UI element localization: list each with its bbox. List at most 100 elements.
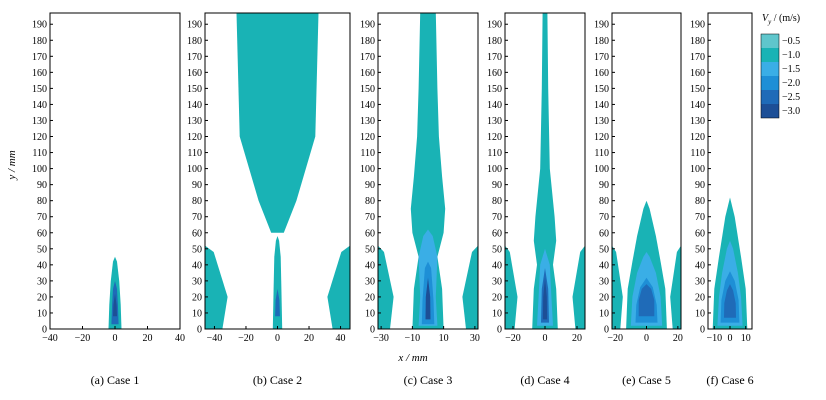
y-tick-label: 160 — [487, 68, 502, 79]
y-tick-label: 180 — [487, 36, 502, 47]
panel-caption: (b) Case 2 — [253, 373, 302, 387]
y-tick-label: 70 — [365, 212, 375, 223]
y-tick-label: 190 — [594, 20, 609, 31]
y-tick-label: 100 — [187, 164, 202, 175]
colorbar-subscript: y — [767, 18, 772, 26]
y-tick-label: 100 — [487, 164, 502, 175]
y-tick-label: 160 — [360, 68, 375, 79]
panel-caption: (f) Case 6 — [706, 373, 753, 387]
x-tick-label: 10 — [439, 333, 449, 344]
y-tick-label: 180 — [32, 36, 47, 47]
y-tick-label: 60 — [695, 228, 705, 239]
colorbar-tick-label: −0.5 — [782, 36, 800, 47]
y-tick-label: 10 — [695, 308, 705, 319]
contour-level-5 — [113, 293, 117, 317]
x-tick-label: −10 — [405, 333, 421, 344]
contour-level-5 — [542, 277, 548, 320]
y-tick-label: 150 — [690, 84, 705, 95]
contour-fills — [612, 200, 681, 329]
y-tick-label: 110 — [690, 148, 705, 159]
y-tick-label: 120 — [690, 132, 705, 143]
x-tick-label: 10 — [741, 333, 751, 344]
y-tick-label: 100 — [690, 164, 705, 175]
y-tick-label: 150 — [32, 84, 47, 95]
y-tick-label: 130 — [594, 116, 609, 127]
y-tick-label: 80 — [695, 196, 705, 207]
y-tick-label: 140 — [32, 100, 47, 111]
y-tick-label: 30 — [599, 276, 609, 287]
y-tick-label: 180 — [690, 36, 705, 47]
y-tick-label: 170 — [690, 52, 705, 63]
y-tick-label: 150 — [487, 84, 502, 95]
y-tick-label: 100 — [594, 164, 609, 175]
y-tick-label: 120 — [594, 132, 609, 143]
panel-6: 0102030405060708090100110120130140150160… — [690, 12, 754, 387]
panel-3: 0 10 20 30 40 50 60 70 80 90 100 110 120 130 140 150 160… — [360, 12, 480, 387]
wall-jet-right — [670, 245, 681, 329]
y-tick-label: 40 — [37, 260, 47, 271]
x-tick-label: −20 — [75, 333, 91, 344]
upper-plume — [236, 13, 319, 233]
colorbar-tick-label: −1.5 — [782, 64, 800, 75]
contour-fills — [505, 13, 585, 329]
y-tick-label: 150 — [187, 84, 202, 95]
y-tick-label: 40 — [365, 260, 375, 271]
panel-caption: (a) Case 1 — [91, 373, 140, 387]
x-tick-label: 0 — [728, 333, 733, 344]
y-tick-label: 80 — [492, 196, 502, 207]
colorbar-swatch — [761, 90, 779, 104]
contour-level-1 — [272, 236, 283, 329]
y-tick-label: 0 — [604, 325, 609, 336]
y-tick-label: 20 — [599, 292, 609, 303]
x-tick-label: −20 — [505, 333, 521, 344]
wall-jet-right — [327, 245, 350, 329]
x-tick-label: 40 — [175, 333, 185, 344]
contour-fills — [712, 197, 748, 329]
panel-caption: (d) Case 4 — [520, 373, 569, 387]
y-tick-label: 70 — [37, 212, 47, 223]
x-tick-label: 0 — [113, 333, 118, 344]
colorbar-symbol: V — [762, 13, 770, 24]
y-tick-label: 30 — [192, 276, 202, 287]
wall-jet-left — [205, 245, 228, 329]
y-tick-label: 80 — [365, 196, 375, 207]
wall-jet-left — [378, 245, 394, 329]
y-tick-label: 50 — [37, 244, 47, 255]
y-tick-label: 130 — [187, 116, 202, 127]
panel-2: 0 10 20 30 40 50 60 70 80 90 100 110 120 130 140 150 160… — [187, 12, 351, 387]
x-tick-label: 20 — [572, 333, 582, 344]
y-tick-label: 70 — [192, 212, 202, 223]
y-tick-label: 100 — [32, 164, 47, 175]
y-tick-label: 120 — [32, 132, 47, 143]
y-tick-label: 180 — [594, 36, 609, 47]
y-tick-label: 130 — [32, 116, 47, 127]
y-tick-label: 70 — [599, 212, 609, 223]
y-tick-label: 110 — [187, 148, 202, 159]
y-tick-label: 140 — [360, 100, 375, 111]
y-tick-label: 140 — [187, 100, 202, 111]
panel-caption: (c) Case 3 — [404, 373, 453, 387]
colorbar-swatch — [761, 34, 779, 48]
y-tick-label: 40 — [492, 260, 502, 271]
x-tick-label: 0 — [275, 333, 280, 344]
y-tick-label: 140 — [594, 100, 609, 111]
y-tick-label: 0 — [370, 325, 375, 336]
y-tick-label: 110 — [360, 148, 375, 159]
y-tick-label: 10 — [192, 308, 202, 319]
y-tick-label: 20 — [365, 292, 375, 303]
colorbar-frame — [760, 33, 780, 119]
x-tick-label: 40 — [336, 333, 346, 344]
y-tick-label: 10 — [492, 308, 502, 319]
y-tick-label: 60 — [365, 228, 375, 239]
x-tick-label: 0 — [644, 333, 649, 344]
y-tick-label: 140 — [690, 100, 705, 111]
wall-jet-right — [572, 245, 585, 329]
y-tick-label: 120 — [487, 132, 502, 143]
y-tick-label: 180 — [360, 36, 375, 47]
y-tick-label: 160 — [690, 68, 705, 79]
y-tick-label: 50 — [695, 244, 705, 255]
contour-level-1 — [410, 13, 446, 329]
y-tick-label: 150 — [360, 84, 375, 95]
y-tick-label: 90 — [492, 180, 502, 191]
colorbar: Vy / (m/s) −0.5 −1.0 −1.5 −2.0 −2.5 −3.0 — [760, 13, 800, 119]
